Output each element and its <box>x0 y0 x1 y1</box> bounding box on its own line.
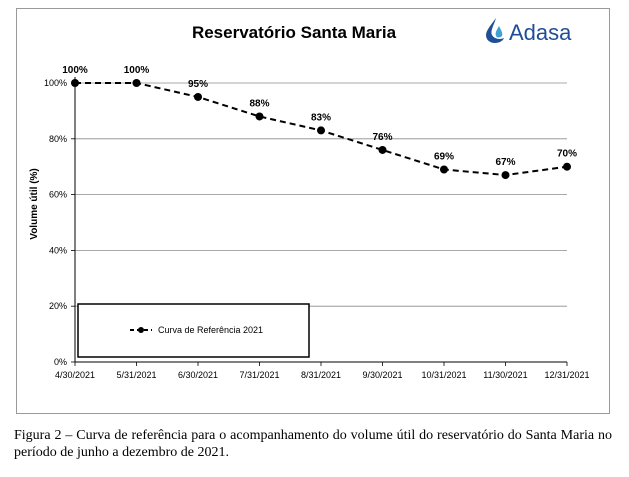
y-tick-label: 40% <box>49 245 67 255</box>
data-point <box>501 171 510 180</box>
x-tick-label: 4/30/2021 <box>55 370 95 380</box>
y-tick-label: 100% <box>44 78 67 88</box>
data-point <box>317 126 325 135</box>
x-tick-label: 10/31/2021 <box>421 370 466 380</box>
y-tick-label: 80% <box>49 134 67 144</box>
tick-labels: 0% 20% 40% 60% 80% 100% 4/30/2021 5/31/2021 6/30… <box>44 78 590 380</box>
x-tick-label: 11/30/2021 <box>483 370 527 380</box>
data-labels: 100% 100% 95% 88% 83% 76% 69% 67% 70% <box>62 65 577 168</box>
figure-caption: Figura 2 – Curva de referência para o ac… <box>14 428 612 460</box>
data-point <box>194 92 202 101</box>
data-label: 95% <box>188 79 208 90</box>
legend-label: Curva de Referência 2021 <box>158 325 263 335</box>
data-label: 67% <box>495 157 515 168</box>
data-point <box>563 162 571 171</box>
logo-text: Adasa <box>509 20 572 45</box>
chart-title: Reservatório Santa Maria <box>192 23 397 42</box>
x-tick-label: 12/31/2021 <box>544 370 589 380</box>
y-axis-label: Volume útil (%) <box>29 168 40 239</box>
x-tick-label: 7/31/2021 <box>239 370 279 380</box>
water-drop-icon <box>486 18 504 43</box>
data-point <box>378 145 387 154</box>
data-label: 69% <box>434 151 454 162</box>
x-tick-label: 9/30/2021 <box>362 370 402 380</box>
data-point <box>132 79 141 87</box>
data-label: 76% <box>372 132 392 143</box>
legend-box <box>77 303 310 358</box>
data-label: 83% <box>311 112 331 123</box>
x-tick-label: 5/31/2021 <box>116 370 156 380</box>
x-tick-label: 6/30/2021 <box>178 370 218 380</box>
line-chart: 0% 20% 40% 60% 80% 100% 4/30/2021 5/31/2021 6/30… <box>29 18 590 380</box>
y-tick-label: 60% <box>49 190 67 200</box>
data-points <box>71 79 571 180</box>
data-label: 70% <box>557 149 577 160</box>
legend-marker <box>138 327 144 333</box>
y-tick-label: 20% <box>49 301 67 311</box>
axes <box>71 77 568 366</box>
data-label: 100% <box>62 65 88 76</box>
data-point <box>255 112 264 121</box>
data-point <box>71 79 79 87</box>
data-label: 100% <box>124 65 150 76</box>
data-point <box>440 165 448 174</box>
legend: Curva de Referência 2021 <box>77 303 310 358</box>
adasa-logo: Adasa <box>486 18 572 45</box>
y-tick-label: 0% <box>54 357 67 367</box>
data-label: 88% <box>249 98 269 109</box>
x-tick-label: 8/31/2021 <box>301 370 341 380</box>
